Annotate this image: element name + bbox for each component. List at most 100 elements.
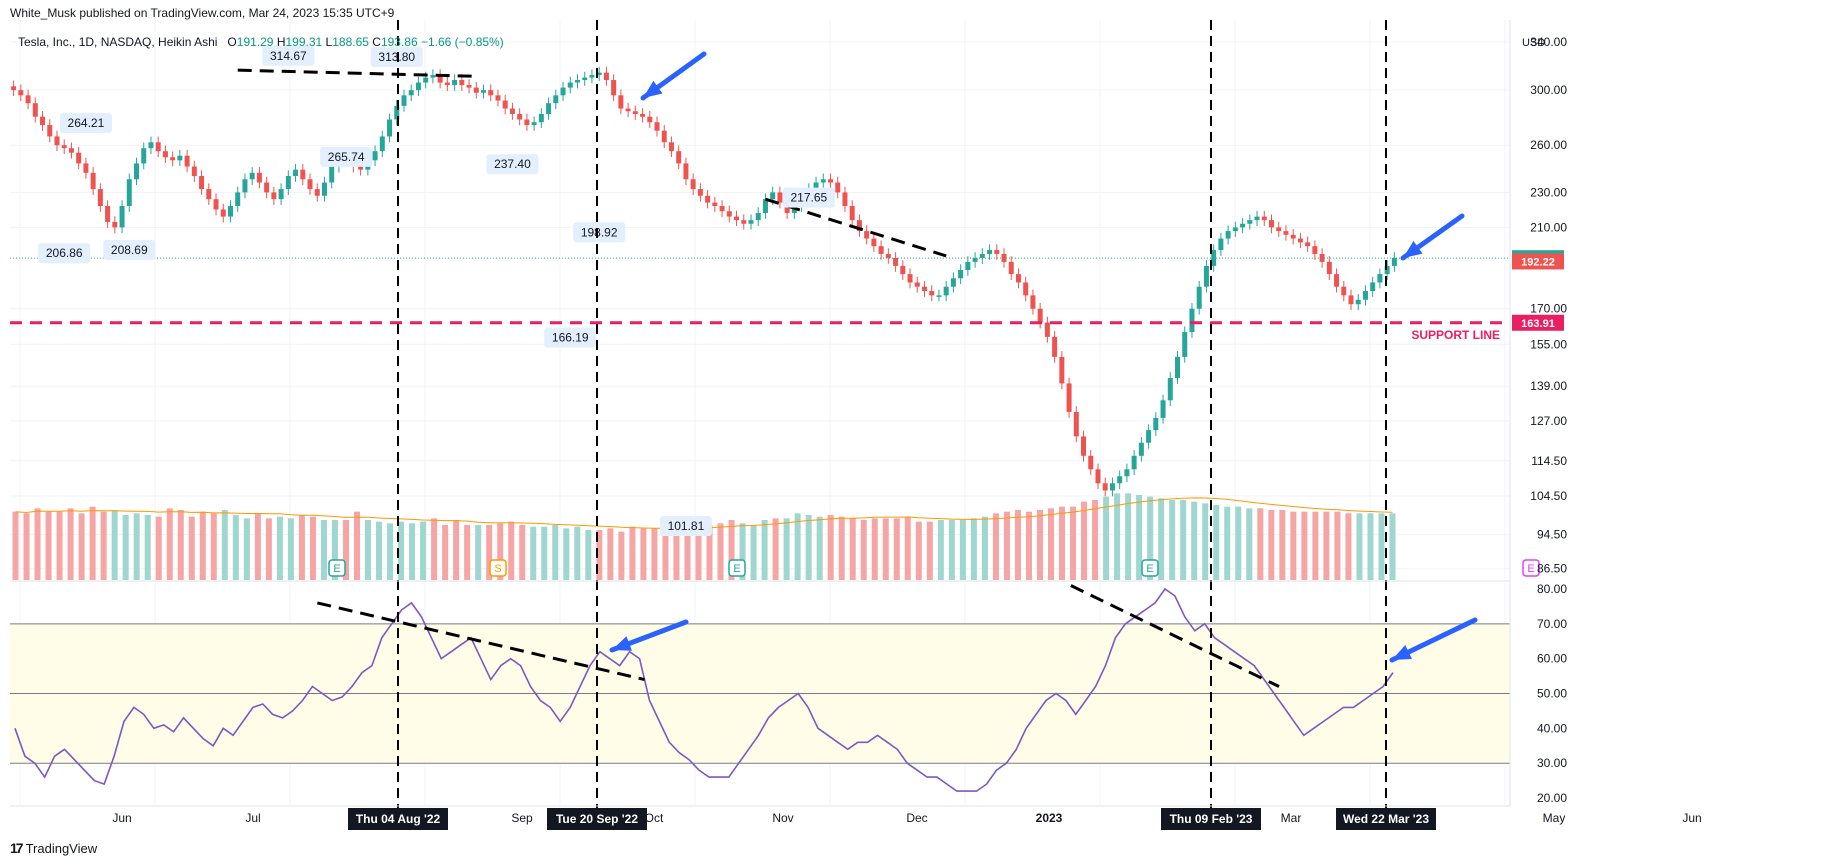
volume-bar: [662, 528, 669, 580]
candle-body: [1088, 455, 1094, 470]
candle-body: [1146, 430, 1152, 443]
candle-body: [640, 113, 646, 117]
price-tick-label: 104.50: [1530, 489, 1567, 503]
volume-bar: [838, 516, 845, 580]
candle-body: [1044, 322, 1050, 337]
time-tick-label: 2023: [1036, 811, 1063, 825]
volume-bar: [794, 513, 801, 580]
candle-body: [452, 80, 458, 86]
candle-body: [264, 182, 270, 193]
candle-body: [18, 90, 24, 96]
event-marker-icon: [1522, 559, 1540, 577]
volume-bar: [309, 516, 316, 580]
candle-body: [314, 189, 320, 196]
candle-body: [61, 145, 67, 149]
volume-bar: [78, 513, 85, 580]
candle-body: [1261, 216, 1267, 221]
volume-bar: [1147, 496, 1154, 580]
event-marker-icon: [489, 559, 507, 577]
close-value: 193.86: [380, 35, 418, 49]
volume-bar: [111, 510, 118, 580]
volume-bar: [232, 515, 239, 580]
volume-bar: [618, 531, 625, 580]
volume-bar: [464, 525, 471, 580]
candle-body: [1117, 476, 1123, 484]
volume-bar: [100, 511, 107, 580]
candle-body: [632, 111, 638, 114]
price-tick-label: 170.00: [1530, 302, 1567, 316]
time-tick-label: Dec: [906, 811, 927, 825]
volume-bar: [937, 520, 944, 580]
candle-body: [726, 211, 732, 217]
volume-bar: [453, 520, 460, 580]
candle-body: [1066, 383, 1072, 412]
volume-bar: [1114, 493, 1121, 580]
volume-bar: [1070, 506, 1077, 580]
candle-body: [191, 166, 197, 177]
candle-body: [1015, 274, 1021, 283]
volume-bar: [342, 520, 349, 580]
volume-bar: [1136, 495, 1143, 580]
currency-label: USD: [1522, 37, 1545, 49]
candle-body: [994, 250, 1000, 254]
candle-body: [712, 202, 718, 207]
candle-body: [958, 269, 964, 279]
price-tick-label: 155.00: [1530, 337, 1567, 351]
volume-bar: [199, 511, 206, 580]
date-marker-label: Thu 04 Aug '22: [356, 812, 441, 826]
volume-bar: [761, 520, 768, 580]
candle-body: [358, 166, 364, 170]
volume-bar: [805, 515, 812, 580]
event-marker-letter: E: [733, 563, 740, 575]
candle-body: [1124, 469, 1130, 477]
price-annotation-label: 208.69: [111, 243, 148, 257]
volume-bar: [243, 518, 250, 580]
candle-body: [820, 179, 826, 183]
date-marker-tag: [1336, 808, 1436, 830]
candle-body: [1023, 282, 1029, 296]
candle-body: [1102, 483, 1108, 491]
candle-body: [1232, 227, 1238, 232]
symbol-legend: Tesla, Inc., 1D, NASDAQ, Heikin Ashi O19…: [18, 35, 504, 49]
candle-body: [32, 103, 38, 117]
candle-body: [1081, 436, 1087, 456]
price-tick-label: 300.00: [1530, 83, 1567, 97]
volume-bar: [1356, 513, 1363, 580]
candle-body: [213, 199, 219, 210]
candle-body: [878, 246, 884, 254]
time-tick-label: Sep: [511, 811, 533, 825]
volume-bar: [420, 521, 427, 580]
time-tick-label: Jul: [245, 811, 260, 825]
tradingview-brand[interactable]: 17 TradingView: [10, 840, 97, 856]
candle-body: [914, 282, 920, 287]
price-tag: [1512, 253, 1564, 270]
candle-body: [676, 151, 682, 164]
volume-bar: [585, 530, 592, 580]
candle-body: [473, 87, 479, 93]
price-tick-label: 139.00: [1530, 379, 1567, 393]
rsi-tick-label: 40.00: [1537, 721, 1567, 735]
price-annotation-box: [262, 45, 315, 66]
candle-body: [979, 253, 985, 258]
date-marker-label: Tue 20 Sep '22: [556, 812, 638, 826]
volume-bar: [1014, 510, 1021, 580]
volume-bar: [1103, 496, 1110, 580]
volume-bar: [970, 518, 977, 580]
volume-bar: [122, 515, 129, 580]
candle-body: [271, 192, 277, 200]
date-marker-tag: [1161, 808, 1261, 830]
candle-body: [987, 250, 993, 254]
candle-body: [1001, 253, 1007, 262]
candle-body: [307, 179, 313, 190]
price-tag-label: 192.22: [1521, 256, 1555, 268]
candle-body: [1290, 234, 1296, 239]
candle-body: [755, 213, 761, 221]
candle-body: [155, 142, 161, 152]
price-tick-label: 127.00: [1530, 414, 1567, 428]
volume-bar: [651, 528, 658, 580]
candle-body: [481, 90, 487, 93]
rsi-line: [14, 587, 1394, 792]
candle-body: [524, 119, 530, 126]
candle-body: [560, 87, 566, 96]
